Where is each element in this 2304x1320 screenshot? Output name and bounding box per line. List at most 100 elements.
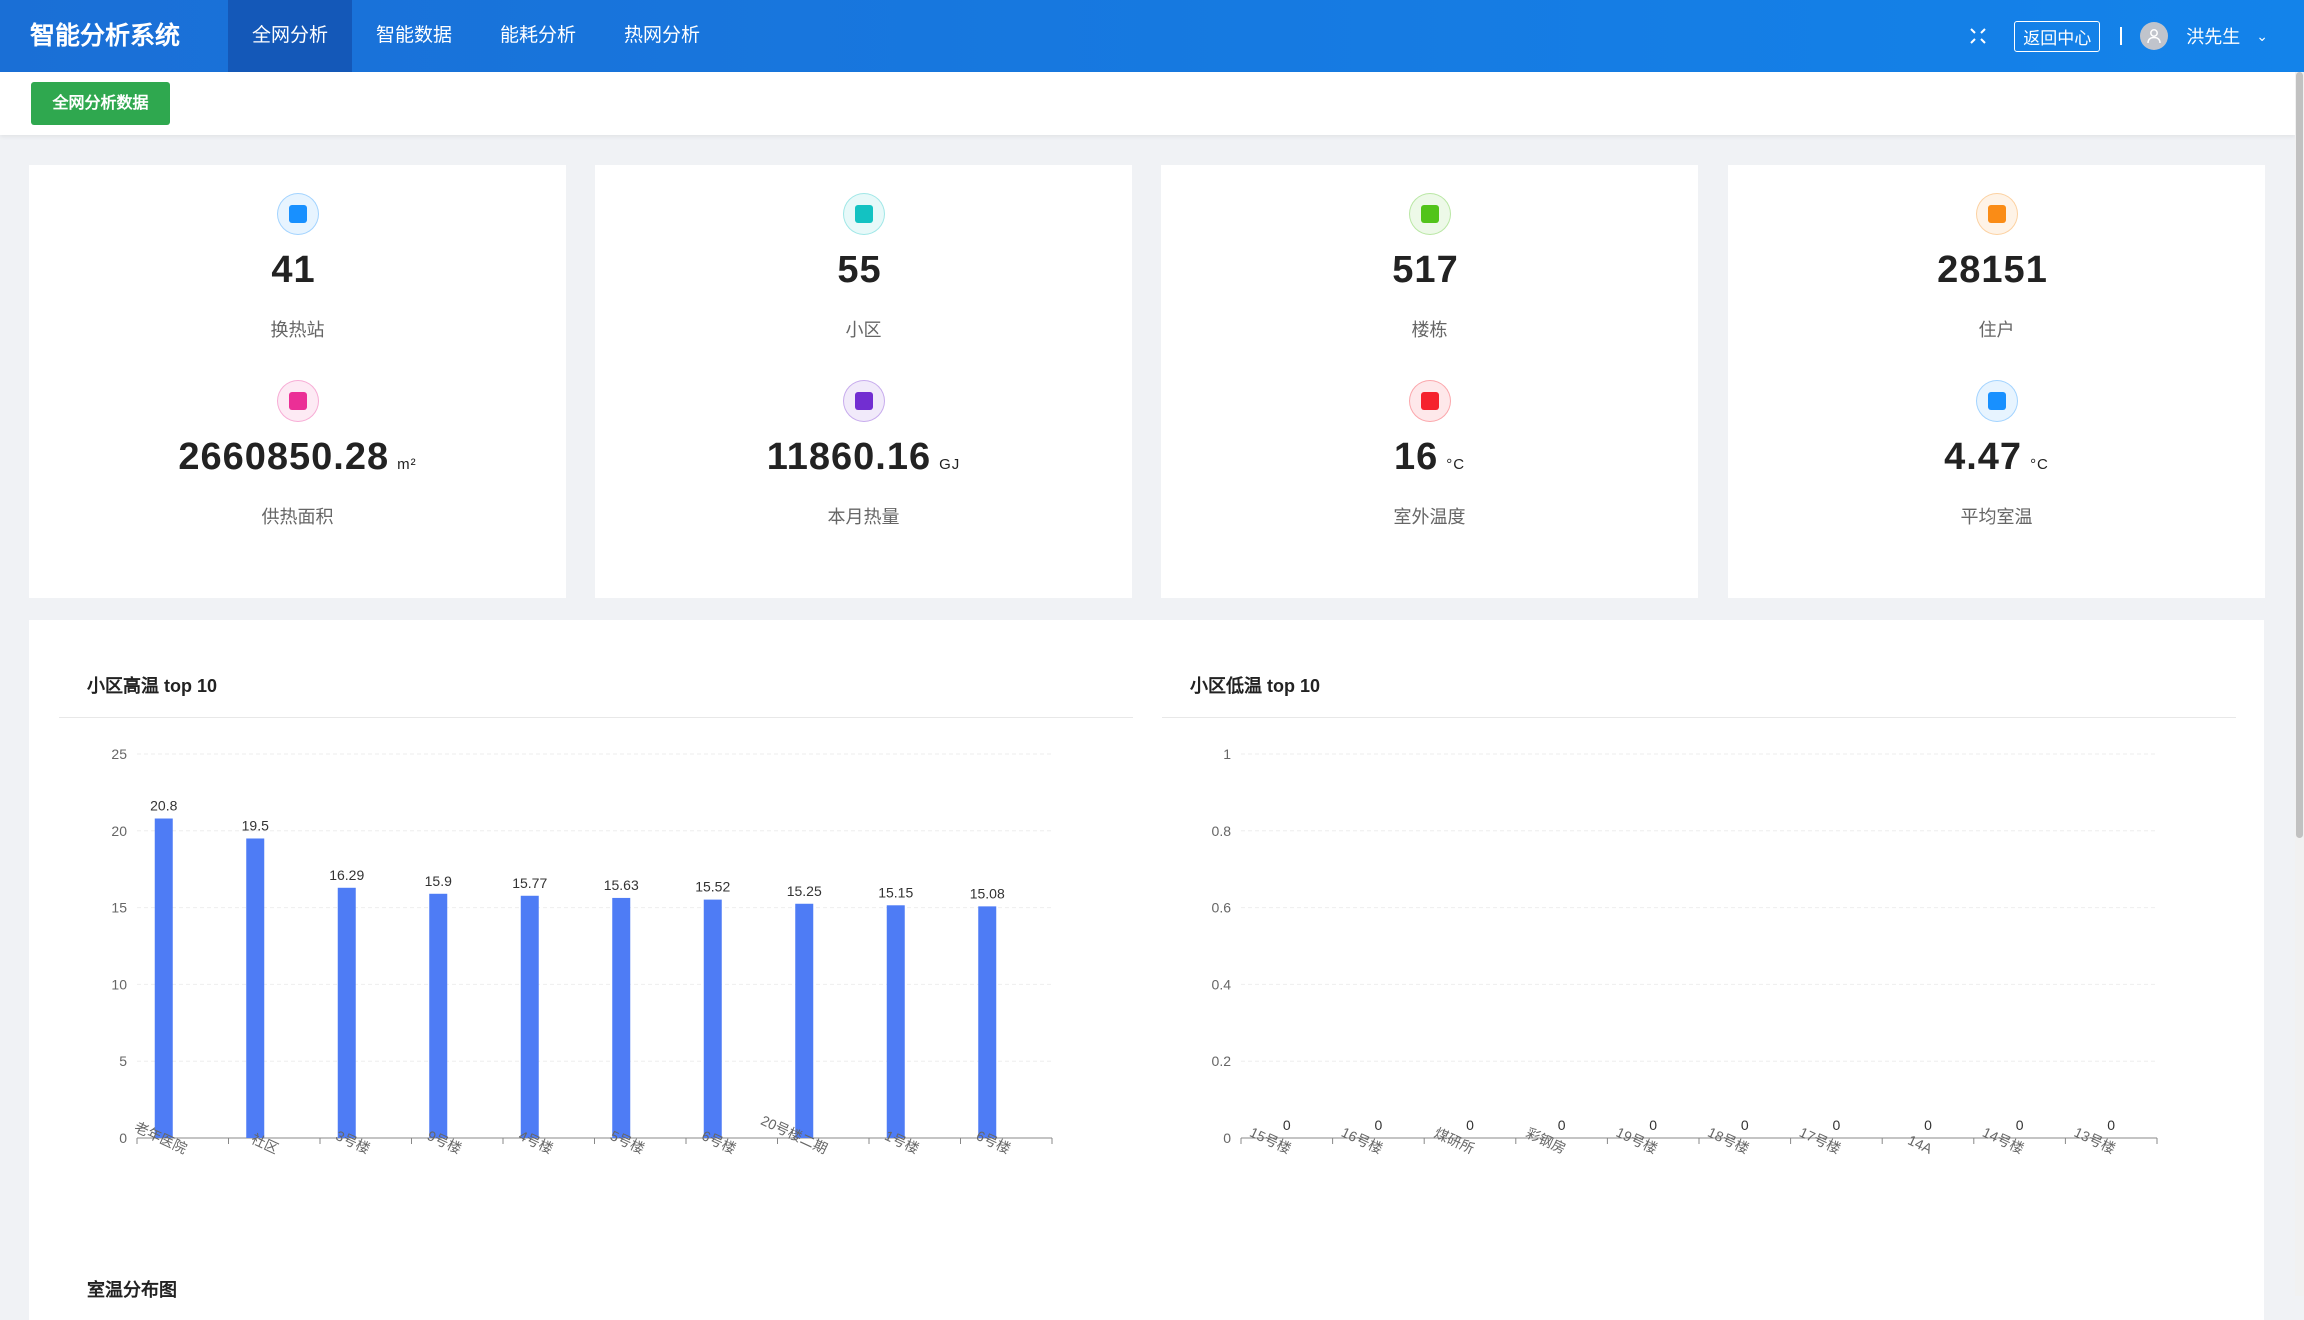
- avatar[interactable]: [2140, 22, 2169, 50]
- data-label: 0: [1558, 1117, 1566, 1133]
- y-tick-label: 0: [1223, 1130, 1231, 1146]
- high-temp-bar-chart: 051015202520.8老年医院19.5社区16.293号楼15.99号楼1…: [111, 746, 1053, 1157]
- stat-label: 小区: [845, 320, 882, 340]
- bar[interactable]: [612, 897, 631, 1138]
- data-label: 0: [1649, 1117, 1657, 1133]
- data-label: 15.08: [970, 885, 1005, 901]
- stat-item: 517 楼栋: [1161, 193, 1698, 342]
- thermometer-icon: [1975, 380, 2018, 422]
- stat-value: 4.47 °C: [1944, 436, 2049, 478]
- stat-value: 16 °C: [1393, 436, 1466, 478]
- x-tick-label: 社区: [249, 1130, 281, 1156]
- y-tick-label: 0.6: [1212, 900, 1232, 916]
- home-icon: [842, 193, 885, 235]
- bar[interactable]: [978, 906, 997, 1138]
- y-tick-label: 5: [119, 1053, 127, 1069]
- stat-value: 2660850.28 m²: [178, 436, 417, 478]
- divider: [1162, 717, 2236, 718]
- divider: [59, 717, 1133, 718]
- stat-label: 供热面积: [261, 507, 334, 527]
- user-icon: [2147, 29, 2162, 44]
- stat-label: 平均室温: [1960, 507, 2033, 527]
- fullscreen-icon[interactable]: [1968, 26, 1988, 46]
- data-label: 0: [1924, 1117, 1932, 1133]
- nav-tab-energy-analysis[interactable]: 能耗分析: [500, 25, 577, 46]
- divider: [2120, 27, 2123, 45]
- nav-tab-smart-data[interactable]: 智能数据: [376, 25, 453, 46]
- stat-item: 11860.16 GJ 本月热量: [595, 380, 1132, 529]
- stat-label: 楼栋: [1411, 320, 1448, 340]
- scrollbar-thumb[interactable]: [2296, 72, 2303, 838]
- stat-value: 517: [1392, 249, 1459, 291]
- stat-item: 41 换热站: [29, 193, 566, 342]
- stat-card: 28151 住户 4.47 °C 平均室温: [1728, 165, 2265, 598]
- stat-card: 55 小区 11860.16 GJ 本月热量: [595, 165, 1132, 598]
- y-tick-label: 25: [111, 746, 127, 762]
- stat-value: 11860.16 GJ: [766, 436, 961, 478]
- stat-item: 16 °C 室外温度: [1161, 380, 1698, 529]
- data-label: 0: [1466, 1117, 1474, 1133]
- y-tick-label: 20: [111, 823, 127, 839]
- data-label: 0: [1741, 1117, 1749, 1133]
- y-tick-label: 0.4: [1212, 976, 1232, 992]
- data-label: 0: [1283, 1117, 1291, 1133]
- heat-icon: [842, 380, 885, 422]
- stat-item: 4.47 °C 平均室温: [1728, 380, 2265, 529]
- stat-label: 换热站: [270, 320, 325, 340]
- stat-unit: m²: [397, 456, 417, 473]
- building-icon: [1408, 193, 1451, 235]
- bar[interactable]: [429, 893, 448, 1138]
- bar[interactable]: [154, 818, 173, 1138]
- back-to-center-button[interactable]: 返回中心: [2014, 20, 2101, 52]
- stat-item: 28151 住户: [1728, 193, 2265, 342]
- y-tick-label: 0.8: [1212, 823, 1232, 839]
- scrollbar[interactable]: [2295, 72, 2304, 1296]
- data-label: 0: [2016, 1117, 2024, 1133]
- bar[interactable]: [795, 903, 814, 1138]
- y-tick-label: 0.2: [1212, 1053, 1232, 1069]
- data-label: 15.77: [512, 875, 547, 891]
- bar[interactable]: [246, 838, 265, 1138]
- bar[interactable]: [703, 899, 722, 1138]
- y-tick-label: 0: [119, 1130, 127, 1146]
- x-tick-label: 20号楼二期: [758, 1112, 830, 1157]
- app-title: 智能分析系统: [30, 22, 181, 50]
- chart-panel: [29, 620, 2264, 1320]
- sub-toolbar: 全网分析数据: [0, 72, 2295, 135]
- stat-card: 517 楼栋 16 °C 室外温度: [1161, 165, 1698, 598]
- y-tick-label: 1: [1223, 746, 1231, 762]
- y-tick-label: 10: [111, 976, 127, 992]
- bar[interactable]: [886, 905, 905, 1138]
- stat-label: 本月热量: [827, 507, 900, 527]
- stat-label: 室外温度: [1393, 507, 1466, 527]
- stat-label: 住户: [1978, 320, 2015, 340]
- data-label: 0: [1375, 1117, 1383, 1133]
- top-nav-bar: 智能分析系统 全网分析 智能数据 能耗分析 热网分析 返回中心 洪先生 ⌄: [0, 0, 2304, 72]
- network-analysis-data-button[interactable]: 全网分析数据: [31, 82, 170, 125]
- chevron-down-icon[interactable]: ⌄: [2256, 27, 2268, 44]
- grid-icon: [1975, 193, 2018, 235]
- x-tick-label: 14A: [1905, 1132, 1935, 1157]
- data-label: 0: [2107, 1117, 2115, 1133]
- user-name[interactable]: 洪先生: [2186, 27, 2241, 47]
- bank-icon: [276, 193, 319, 235]
- data-label: 15.9: [425, 873, 452, 889]
- stat-card: 41 换热站 2660850.28 m² 供热面积: [29, 165, 566, 598]
- room-temp-distribution-title: 室温分布图: [87, 1280, 177, 1300]
- data-label: 0: [1833, 1117, 1841, 1133]
- stat-unit: °C: [1446, 456, 1466, 473]
- data-label: 15.15: [878, 884, 913, 900]
- gauge-icon: [1408, 380, 1451, 422]
- bar[interactable]: [337, 887, 356, 1138]
- stat-unit: GJ: [939, 456, 961, 473]
- stat-item: 55 小区: [595, 193, 1132, 342]
- main-nav: 全网分析 智能数据 能耗分析 热网分析: [228, 0, 724, 72]
- nav-tab-heat-network[interactable]: 热网分析: [624, 25, 701, 46]
- data-label: 20.8: [150, 798, 177, 814]
- data-label: 19.5: [242, 817, 269, 833]
- bar[interactable]: [520, 895, 539, 1138]
- stat-unit: °C: [2030, 456, 2049, 473]
- nav-tab-network-analysis[interactable]: 全网分析: [228, 0, 353, 72]
- high-temp-chart-title: 小区高温 top 10: [87, 676, 218, 696]
